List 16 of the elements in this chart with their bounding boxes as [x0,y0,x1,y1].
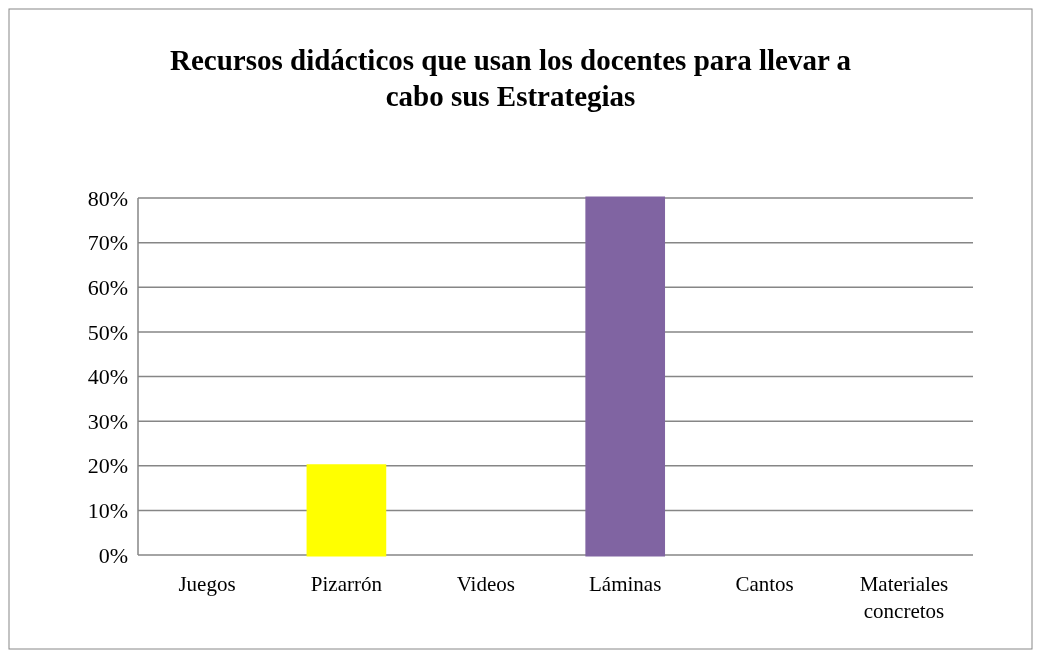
y-tick-label: 70% [87,230,128,256]
y-tick-label: 0% [98,542,128,568]
y-tick-label: 20% [87,453,128,479]
x-tick-label: Cantos [735,572,794,596]
x-tick-label: Pizarrón [310,572,383,596]
y-tick-label: 60% [87,274,128,300]
y-tick-label: 10% [87,498,128,524]
x-tick-label: Láminas [589,572,662,596]
x-tick-label: Videos [456,572,515,596]
y-tick-label: 40% [87,364,128,390]
chart-title: Recursos didácticos que usan los docentes para llevar a cabo sus Estrategias [170,44,852,112]
y-tick-label: 80% [87,185,128,211]
x-tick-label: Juegos [178,572,236,596]
y-tick-label: 30% [87,408,128,434]
y-tick-label: 50% [87,319,128,345]
x-tick-label: Materiales concretos [859,572,949,623]
